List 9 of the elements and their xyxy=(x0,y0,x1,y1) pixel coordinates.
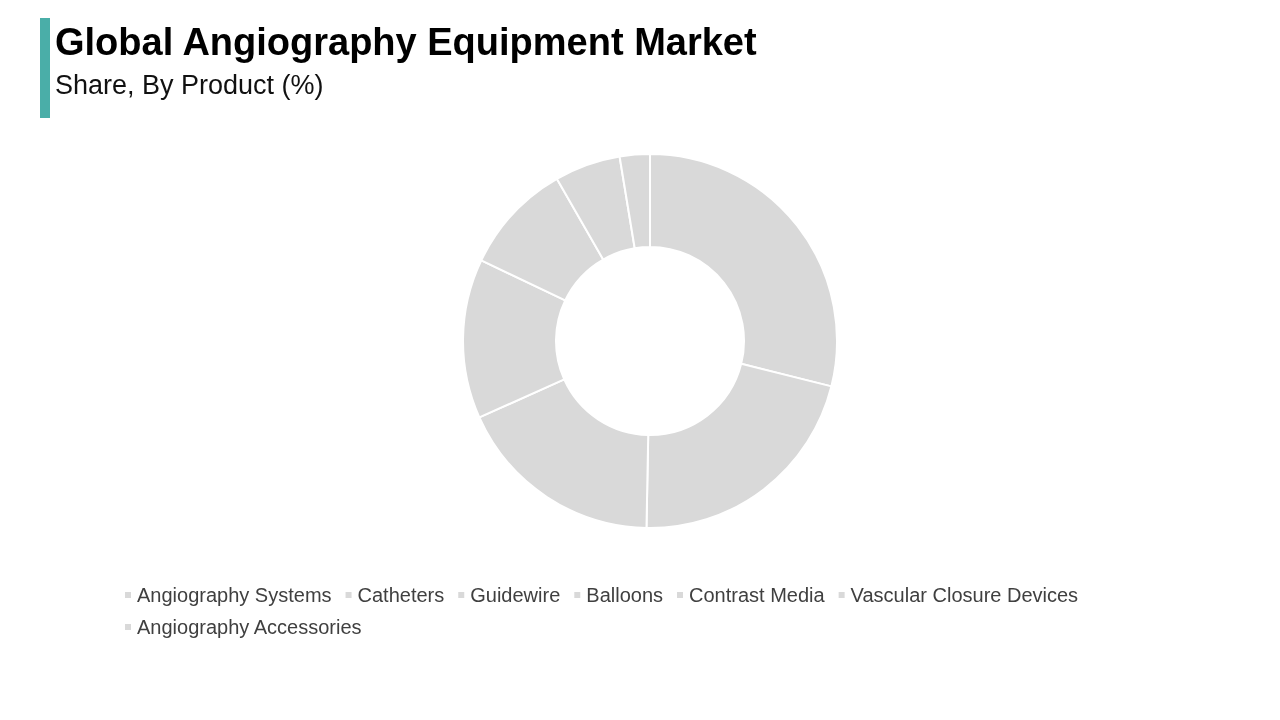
chart-subtitle: Share, By Product (%) xyxy=(55,69,324,100)
legend-label: Angiography Systems xyxy=(137,584,332,606)
legend-label: Vascular Closure Devices xyxy=(850,584,1079,606)
legend-label: Contrast Media xyxy=(689,584,826,606)
legend-label: Balloons xyxy=(586,584,664,606)
legend-label: Guidewire xyxy=(470,584,561,606)
chart-title: Global Angiography Equipment Market xyxy=(55,21,757,63)
legend-label: Angiography Accessories xyxy=(137,616,362,638)
legend-label: Catheters xyxy=(357,584,445,606)
